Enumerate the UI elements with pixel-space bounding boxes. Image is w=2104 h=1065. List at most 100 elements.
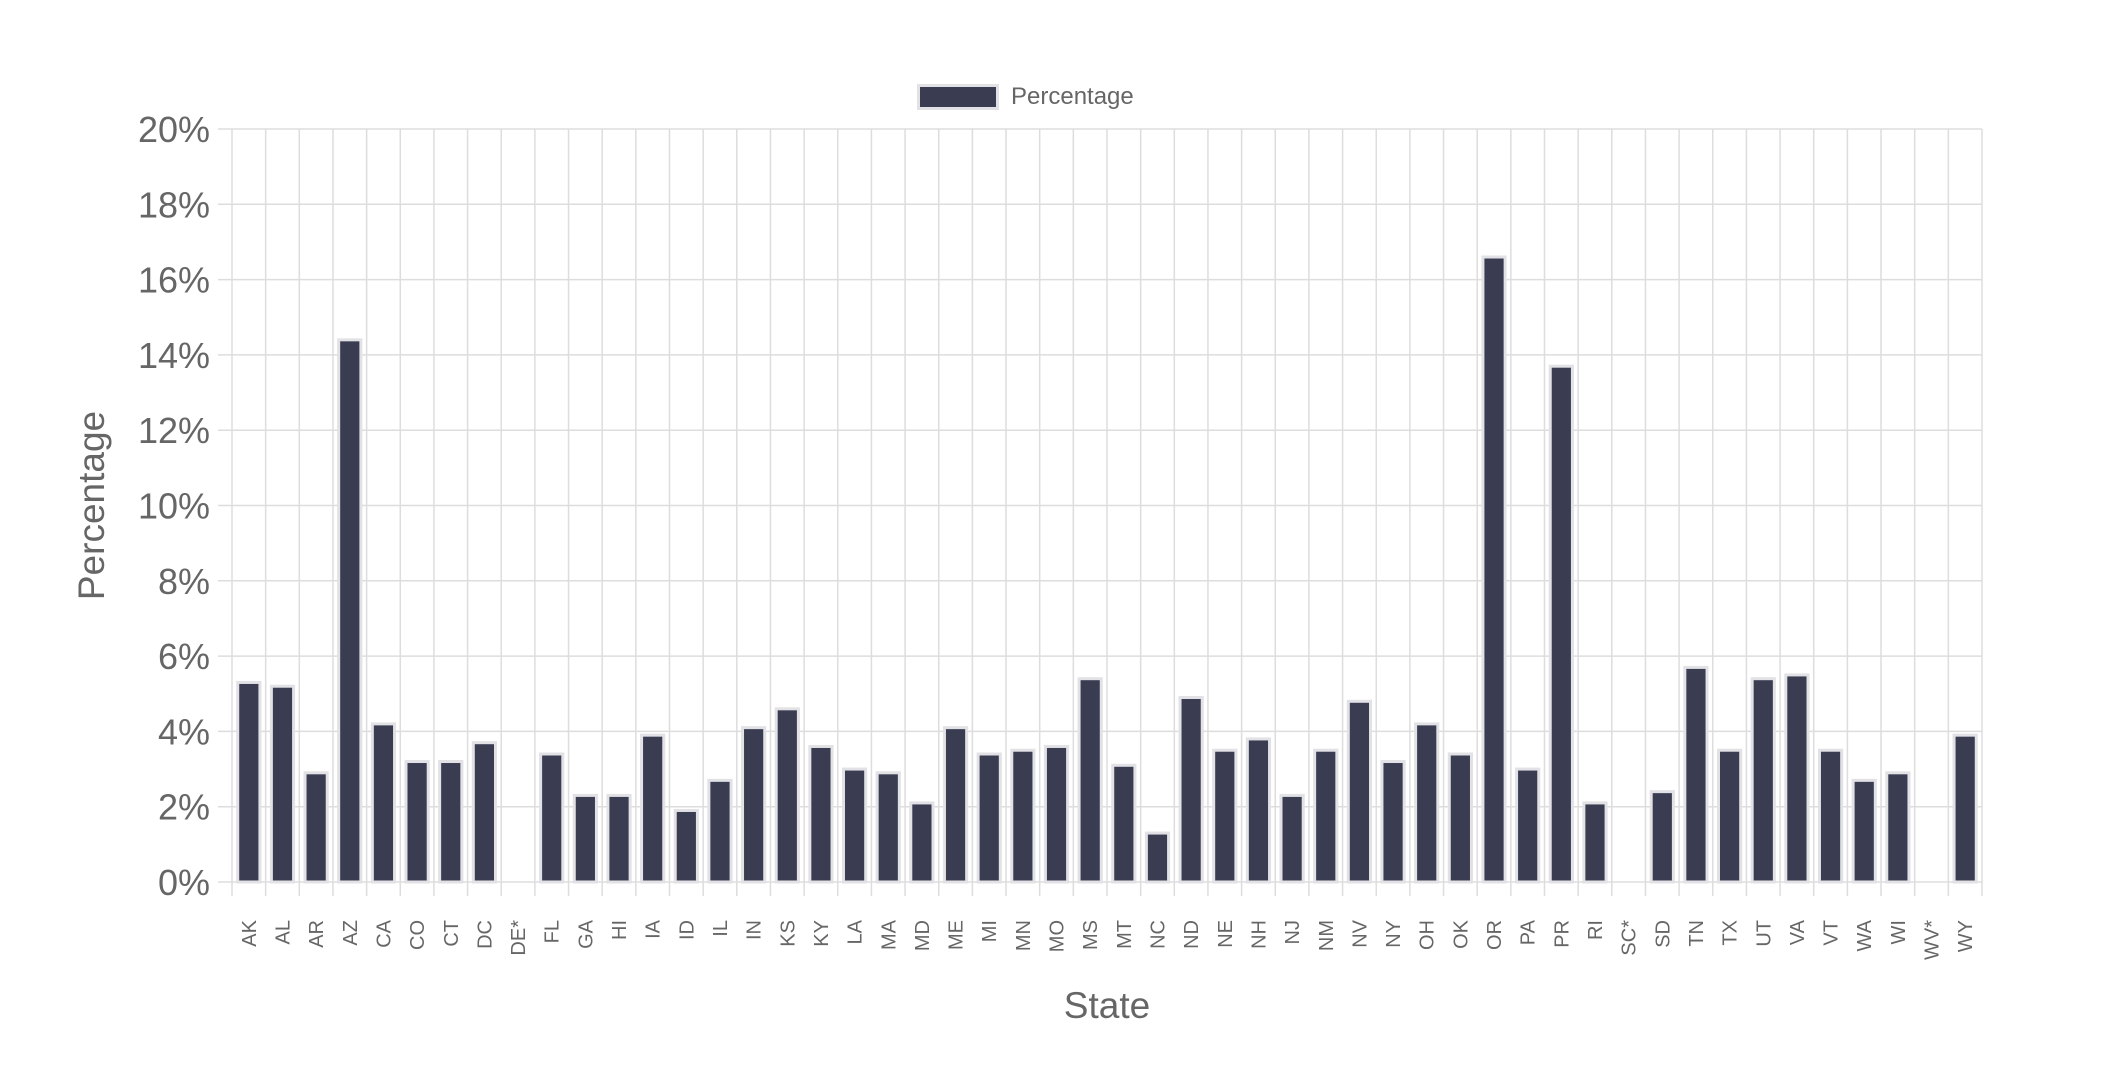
- x-tick-label: RI: [1585, 920, 1607, 940]
- x-tick-label: MT: [1114, 920, 1136, 949]
- x-tick-label: SC*: [1619, 920, 1641, 956]
- x-tick-label: AR: [306, 920, 328, 948]
- x-tick-label: ID: [676, 920, 698, 940]
- x-tick-label: DE*: [508, 920, 530, 956]
- x-tick-label: NY: [1383, 920, 1405, 948]
- x-tick-label: AK: [239, 919, 261, 946]
- x-tick-label: TN: [1686, 920, 1708, 947]
- legend-swatch: [917, 84, 999, 110]
- x-tick-label: CO: [407, 920, 429, 950]
- x-tick-label: WA: [1854, 919, 1876, 951]
- bar-FL: [539, 752, 565, 884]
- x-tick-label: MD: [912, 920, 934, 951]
- x-tick-label: IA: [643, 919, 665, 939]
- y-tick-label: 10%: [138, 486, 210, 527]
- bar-DC: [471, 741, 498, 884]
- x-tick-label: TX: [1720, 920, 1742, 946]
- bar-KY: [808, 744, 834, 884]
- legend[interactable]: Percentage: [917, 80, 1134, 114]
- bar-MS: [1077, 677, 1103, 884]
- bar-AL: [269, 684, 296, 884]
- x-tick-label: NH: [1248, 920, 1270, 949]
- bar-IL: [707, 778, 733, 884]
- x-tick-label: NJ: [1282, 920, 1304, 944]
- bar-MN: [1010, 748, 1036, 884]
- bar-VA: [1784, 673, 1810, 884]
- x-tick-label: WI: [1888, 920, 1910, 944]
- bar-LA: [841, 767, 868, 884]
- bar-ID: [673, 808, 699, 884]
- y-tick-label: 2%: [158, 787, 210, 828]
- x-tick-label: MN: [1013, 920, 1035, 951]
- y-tick-label: 0%: [158, 862, 210, 903]
- x-tick-label: NM: [1316, 920, 1338, 951]
- x-tick-label: CA: [373, 919, 395, 947]
- x-tick-label: IL: [710, 920, 732, 937]
- bar-TN: [1683, 665, 1709, 884]
- x-tick-label: WY: [1955, 920, 1977, 952]
- bar-UT: [1750, 677, 1776, 884]
- x-tick-label: FL: [542, 920, 564, 943]
- bar-ME: [942, 726, 969, 884]
- x-tick-label: GA: [575, 919, 597, 949]
- x-axis-title: State: [1064, 985, 1150, 1026]
- bar-MI: [976, 752, 1002, 884]
- bar-AK: [236, 680, 262, 884]
- bar-NH: [1245, 737, 1272, 884]
- bar-GA: [572, 793, 598, 884]
- bar-AR: [303, 771, 329, 884]
- bar-CO: [404, 760, 430, 884]
- x-tick-label: HI: [609, 920, 631, 940]
- y-tick-label: 12%: [138, 410, 210, 451]
- x-tick-label: OR: [1484, 920, 1506, 950]
- bar-IN: [741, 726, 767, 884]
- x-tick-label: KY: [811, 920, 833, 947]
- x-tick-label: DC: [474, 920, 496, 949]
- bar-HI: [606, 793, 632, 884]
- bar-NC: [1144, 831, 1171, 884]
- x-tick-label: ME: [946, 920, 968, 950]
- bar-NM: [1313, 748, 1339, 884]
- bar-VT: [1817, 748, 1844, 884]
- y-tick-label: 20%: [138, 109, 210, 150]
- x-tick-label: VA: [1787, 919, 1809, 945]
- y-tick-label: 16%: [138, 260, 210, 301]
- x-tick-label: OK: [1450, 919, 1472, 949]
- legend-label: Percentage: [1011, 83, 1134, 110]
- bar-MA: [875, 771, 901, 884]
- bar-WA: [1851, 778, 1877, 884]
- x-tick-label: PA: [1518, 919, 1540, 945]
- bar-RI: [1582, 801, 1608, 884]
- x-tick-label: UT: [1753, 920, 1775, 947]
- bar-TX: [1716, 748, 1743, 884]
- bar-MD: [909, 801, 935, 884]
- y-tick-label: 18%: [138, 184, 210, 225]
- bar-OH: [1414, 722, 1440, 884]
- x-tick-label: VT: [1821, 920, 1843, 946]
- y-tick-label: 14%: [138, 335, 210, 376]
- x-tick-label: NC: [1147, 920, 1169, 949]
- x-tick-label: OH: [1417, 920, 1439, 950]
- x-tick-label: MA: [878, 919, 900, 950]
- bar-WY: [1952, 733, 1978, 884]
- x-tick-label: IN: [744, 920, 766, 940]
- x-tick-label: ND: [1181, 920, 1203, 949]
- bar-CA: [370, 722, 397, 884]
- bar-NJ: [1279, 793, 1305, 884]
- bar-ND: [1178, 696, 1204, 884]
- bar-SD: [1649, 790, 1675, 884]
- x-tick-label: CT: [441, 920, 463, 947]
- y-tick-label: 6%: [158, 636, 210, 677]
- bar-IA: [640, 733, 666, 884]
- bar-CT: [438, 760, 464, 884]
- x-tick-label: SD: [1652, 920, 1674, 948]
- x-tick-label: NV: [1349, 919, 1371, 947]
- x-tick-label: LA: [845, 919, 867, 944]
- x-tick-label: NE: [1215, 920, 1237, 948]
- x-tick-label: WV*: [1922, 920, 1944, 960]
- x-tick-label: MS: [1080, 920, 1102, 950]
- x-tick-label: AL: [272, 920, 294, 944]
- x-tick-label: KS: [777, 920, 799, 947]
